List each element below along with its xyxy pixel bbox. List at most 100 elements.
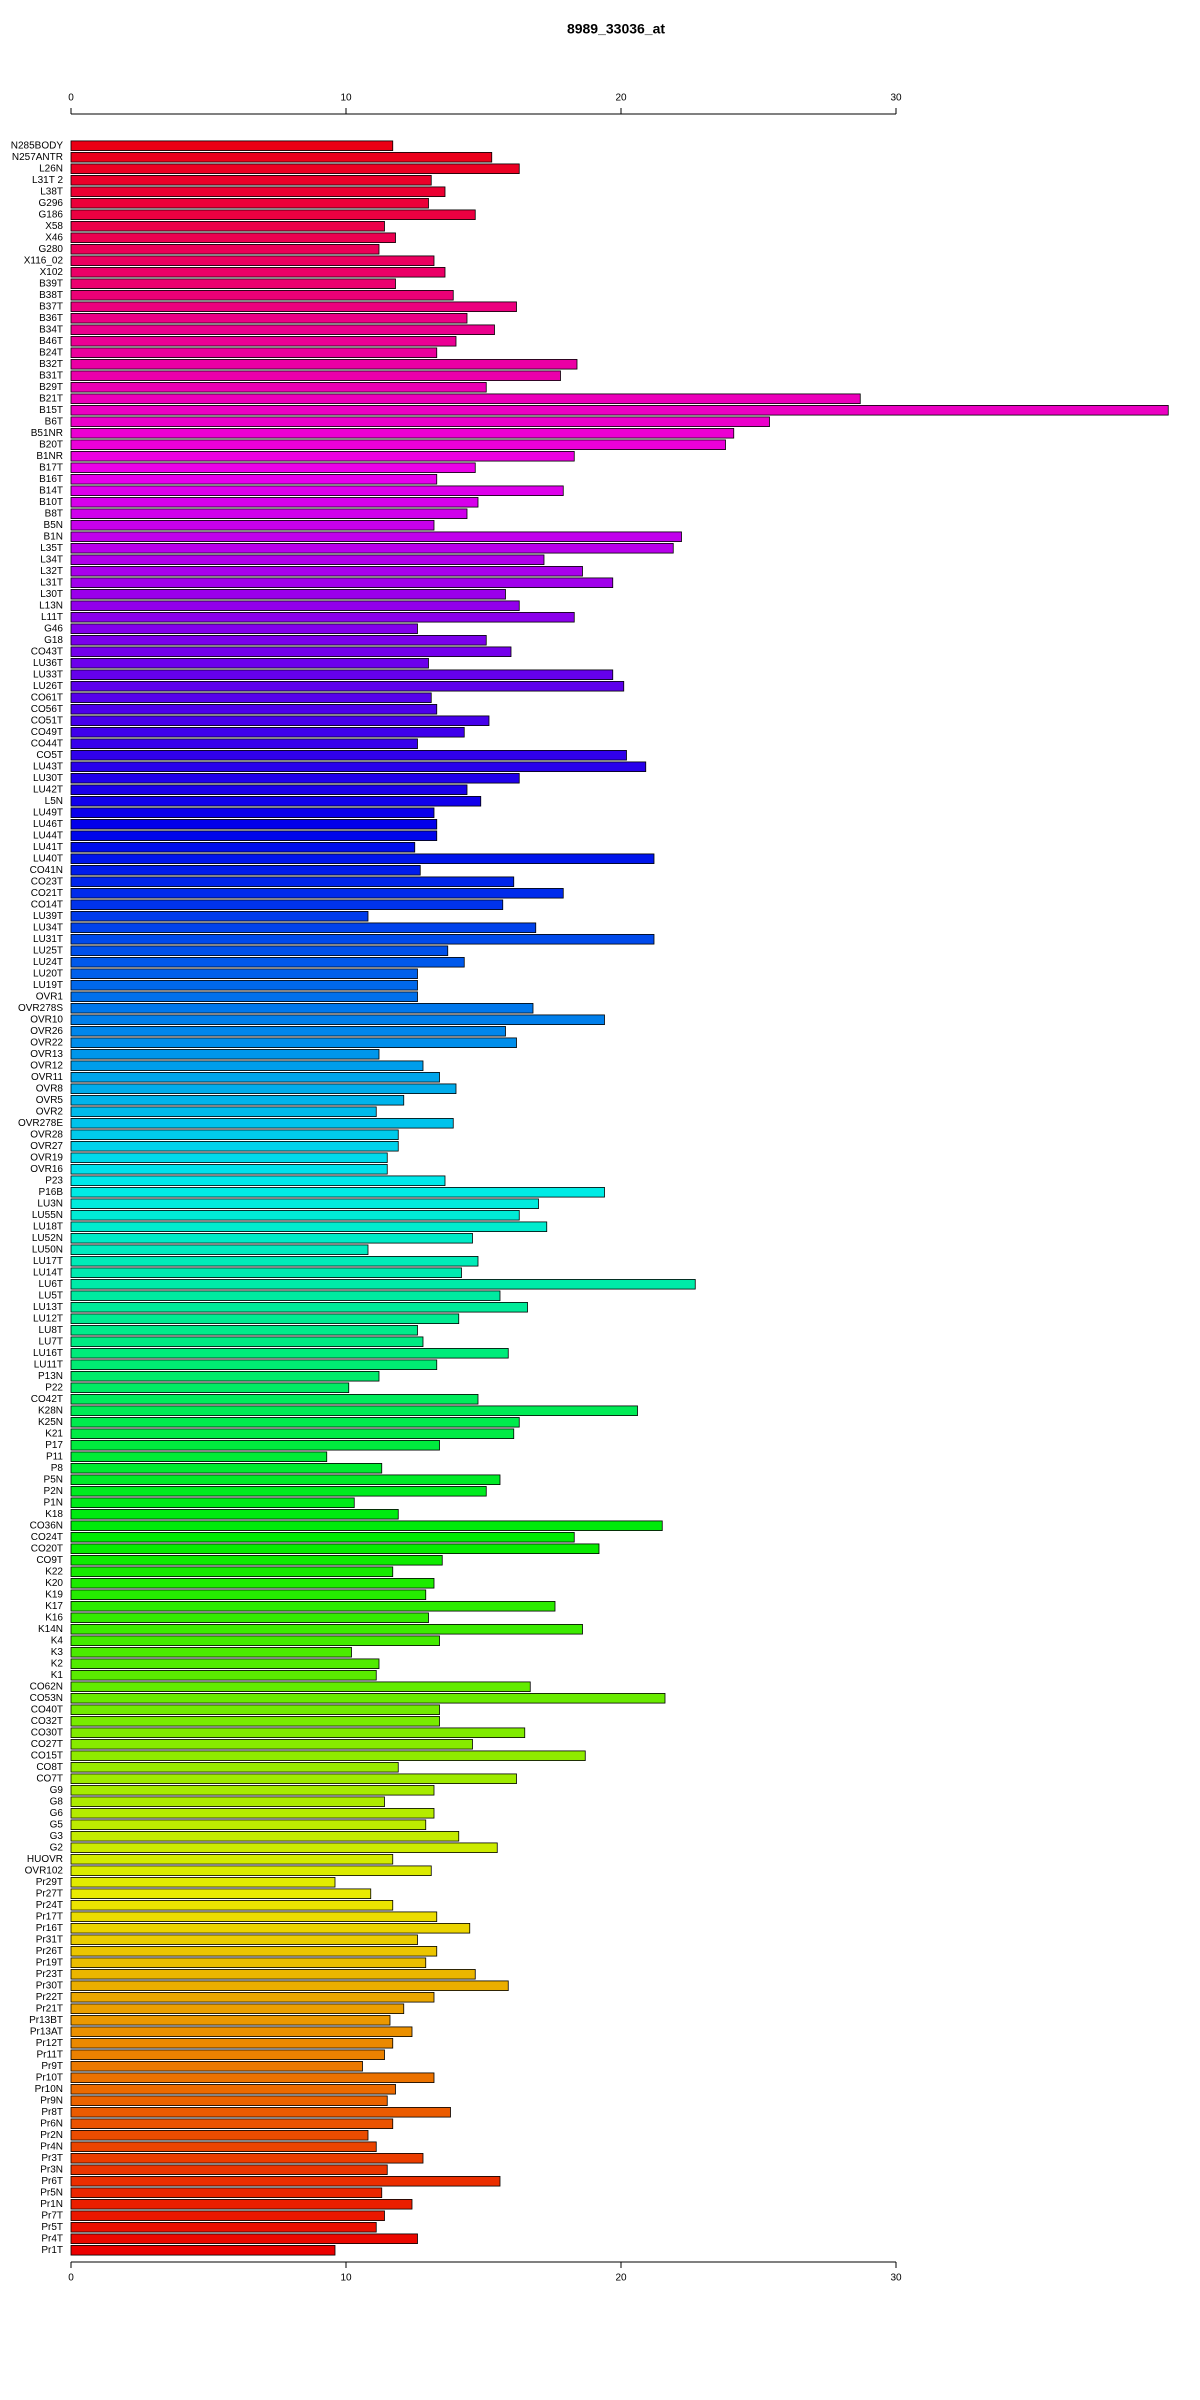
bar xyxy=(70,2072,435,2083)
bar xyxy=(70,635,487,646)
bar xyxy=(70,784,468,795)
y-tick-label: Pr12T xyxy=(36,2038,63,2049)
y-tick-label: K18 xyxy=(45,1509,63,1520)
bar xyxy=(70,1831,460,1842)
x-tick-label: 30 xyxy=(890,93,902,104)
y-tick-label: B38T xyxy=(39,290,63,301)
bar xyxy=(70,497,479,508)
y-tick-label: HUOVR xyxy=(27,1854,63,1865)
y-tick-label: LU52N xyxy=(32,1233,63,1244)
bar xyxy=(70,612,575,623)
y-tick-label: G8 xyxy=(50,1796,64,1807)
bar xyxy=(70,1486,487,1497)
y-tick-label: LU46T xyxy=(33,819,63,830)
bar xyxy=(70,1233,473,1244)
bar xyxy=(70,1129,399,1140)
bar xyxy=(70,1474,501,1485)
y-tick-label: Pr4T xyxy=(41,2233,63,2244)
y-tick-label: Pr17T xyxy=(36,1911,63,1922)
bar xyxy=(70,1440,440,1451)
bar xyxy=(70,1141,399,1152)
y-tick-label: Pr24T xyxy=(36,1900,63,1911)
y-tick-label: CO36N xyxy=(30,1520,63,1531)
bar xyxy=(70,830,438,841)
bar xyxy=(70,1394,479,1405)
y-tick-label: Pr5N xyxy=(40,2187,63,2198)
y-tick-label: LU49T xyxy=(33,807,63,818)
bar xyxy=(70,1624,583,1635)
bar xyxy=(70,945,449,956)
bar xyxy=(70,1520,663,1531)
bar xyxy=(70,1543,600,1554)
bar xyxy=(70,934,655,945)
y-tick-label: Pr9T xyxy=(41,2061,63,2072)
bar xyxy=(70,1762,399,1773)
y-tick-label: Pr11T xyxy=(37,2049,64,2060)
y-tick-label: K25N xyxy=(38,1417,63,1428)
bar xyxy=(70,324,495,335)
bar xyxy=(70,704,438,715)
y-tick-label: Pr4N xyxy=(40,2141,63,2152)
y-tick-label: Pr3N xyxy=(40,2164,63,2175)
bar xyxy=(70,416,770,427)
bar xyxy=(70,1083,457,1094)
bar xyxy=(70,1566,394,1577)
y-tick-label: K16 xyxy=(45,1612,63,1623)
bar xyxy=(70,2015,391,2026)
y-tick-label: Pr31T xyxy=(36,1934,63,1945)
y-tick-label: K2 xyxy=(51,1658,64,1669)
y-tick-label: B36T xyxy=(39,313,63,324)
y-tick-label: CO5T xyxy=(36,750,63,761)
y-tick-label: OVR16 xyxy=(30,1164,63,1175)
bar xyxy=(70,290,454,301)
y-tick-label: Pr16T xyxy=(36,1923,63,1934)
y-tick-label: CO40T xyxy=(31,1704,63,1715)
y-tick-label: Pr10T xyxy=(36,2072,63,2083)
bar xyxy=(70,347,438,358)
bar xyxy=(70,451,575,462)
bar xyxy=(70,2245,336,2256)
y-tick-label: CO27T xyxy=(31,1739,63,1750)
bar xyxy=(70,2130,369,2141)
bar xyxy=(70,1014,605,1025)
y-tick-label: Pr29T xyxy=(36,1877,63,1888)
bar xyxy=(70,911,369,922)
y-tick-label: K19 xyxy=(45,1589,63,1600)
bar xyxy=(70,899,504,910)
bar xyxy=(70,865,421,876)
bar xyxy=(70,1463,383,1474)
y-tick-label: LU3N xyxy=(37,1198,63,1209)
bar xyxy=(70,1428,515,1439)
bar xyxy=(70,2049,385,2060)
y-tick-label: LU17T xyxy=(33,1256,63,1267)
bar xyxy=(70,1210,520,1221)
y-tick-label: LU50N xyxy=(32,1244,63,1255)
bar xyxy=(70,163,520,174)
y-tick-label: P2N xyxy=(44,1486,63,1497)
y-tick-label: LU12T xyxy=(33,1313,63,1324)
bar xyxy=(70,1221,548,1232)
y-tick-label: CO41N xyxy=(30,865,63,876)
x-tick-label: 20 xyxy=(615,93,627,104)
bar xyxy=(70,1095,405,1106)
x-tick-label: 20 xyxy=(615,2273,627,2284)
y-tick-label: L11T xyxy=(41,612,63,623)
y-tick-label: LU8T xyxy=(39,1325,63,1336)
y-tick-label: L30T xyxy=(40,589,63,600)
y-tick-label: Pr23T xyxy=(36,1969,63,1980)
y-tick-label: K20 xyxy=(45,1578,63,1589)
bar xyxy=(70,1773,517,1784)
y-tick-label: P17 xyxy=(45,1440,63,1451)
y-tick-label: CO20T xyxy=(31,1543,63,1554)
bar xyxy=(70,152,493,163)
bar xyxy=(70,2061,363,2072)
y-tick-label: G5 xyxy=(50,1819,64,1830)
bar xyxy=(70,1865,432,1876)
bar xyxy=(70,2095,388,2106)
y-tick-label: LU44T xyxy=(33,830,63,841)
y-tick-label: P16B xyxy=(39,1187,64,1198)
y-tick-label: OVR26 xyxy=(30,1026,63,1037)
y-tick-label: K1 xyxy=(51,1670,64,1681)
bar xyxy=(70,244,380,255)
